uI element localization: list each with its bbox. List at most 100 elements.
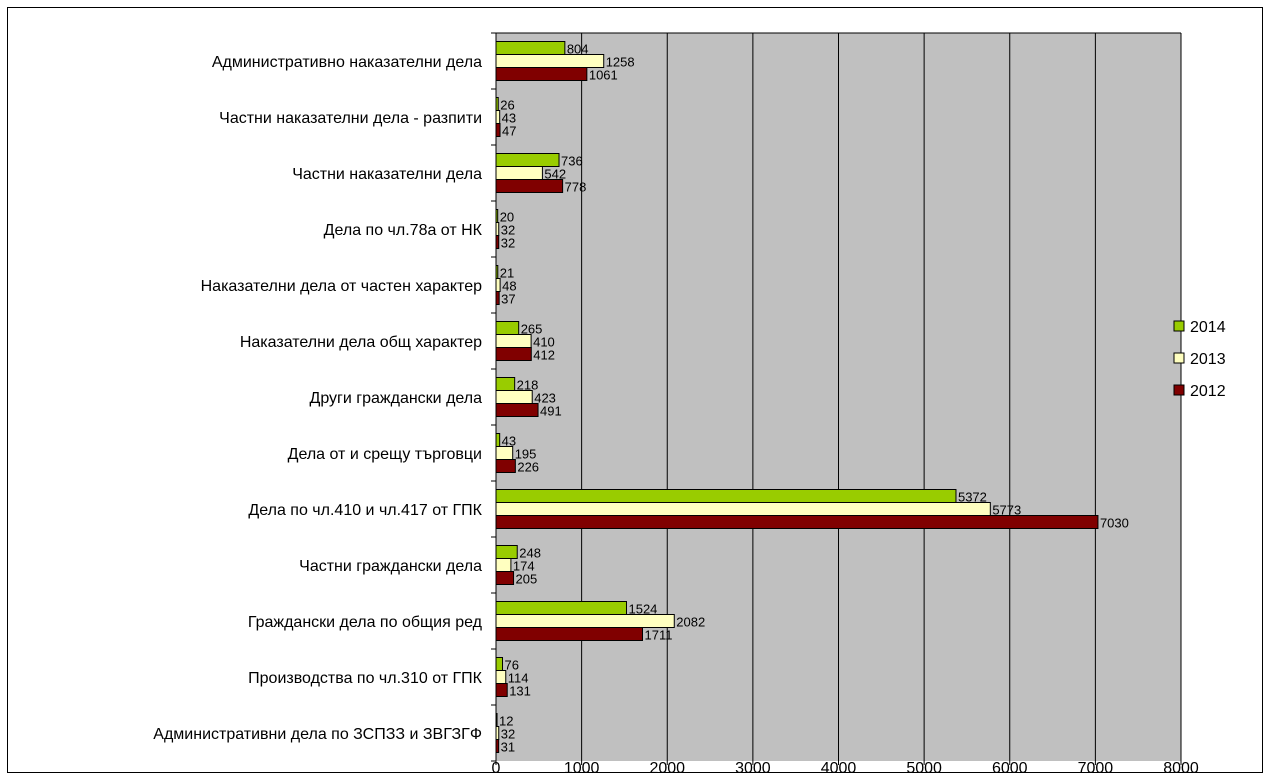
data-label-2012: 47 xyxy=(502,124,516,139)
data-label-2012: 412 xyxy=(533,348,555,363)
data-label-2013: 542 xyxy=(544,167,566,182)
data-label-2014: 248 xyxy=(519,546,541,561)
legend-label-2012: 2012 xyxy=(1190,383,1226,400)
legend-label-2013: 2013 xyxy=(1190,351,1226,368)
data-label-2013: 114 xyxy=(508,671,529,686)
data-label-2013: 48 xyxy=(502,279,516,294)
data-label-2012: 7030 xyxy=(1100,516,1129,531)
x-tick-label: 6000 xyxy=(992,760,1028,775)
bar-2014 xyxy=(495,489,957,503)
x-tick-label: 0 xyxy=(492,760,501,775)
data-label-2012: 131 xyxy=(509,684,531,699)
data-label-2013: 423 xyxy=(534,391,556,406)
bar-2013 xyxy=(495,502,991,516)
bar-2014 xyxy=(495,153,560,167)
bar-2012 xyxy=(495,683,508,697)
data-label-2014: 12 xyxy=(499,714,513,729)
data-label-2013: 410 xyxy=(533,335,555,350)
bar-2012 xyxy=(495,459,516,473)
bar-2013 xyxy=(495,558,512,572)
bar-2014 xyxy=(495,41,566,55)
category-label: Дела по чл.410 и чл.417 от ГПК xyxy=(248,502,482,519)
category-label: Наказателни дела общ характер xyxy=(240,334,482,351)
bar-2012 xyxy=(495,515,1099,529)
data-label-2014: 265 xyxy=(521,322,543,337)
bar-2012 xyxy=(495,571,515,585)
x-tick-label: 1000 xyxy=(564,760,600,775)
bar-2013 xyxy=(495,446,514,460)
bar-2012 xyxy=(495,67,588,81)
bar-2012 xyxy=(495,291,500,305)
legend-swatch-2014 xyxy=(1173,320,1185,332)
bar-2014 xyxy=(495,657,504,671)
data-label-2014: 26 xyxy=(500,98,514,113)
data-label-2013: 32 xyxy=(501,223,515,238)
data-label-2012: 226 xyxy=(517,460,539,475)
bar-2012 xyxy=(495,739,500,753)
data-label-2014: 736 xyxy=(561,154,583,169)
data-label-2014: 43 xyxy=(502,434,516,449)
bar-2013 xyxy=(495,726,500,740)
category-label: Административни дела по ЗСПЗЗ и ЗВГЗГФ xyxy=(153,726,482,743)
data-label-2012: 205 xyxy=(516,572,538,587)
bar-2013 xyxy=(495,390,533,404)
category-label: Частни граждански дела xyxy=(299,558,482,575)
data-label-2014: 804 xyxy=(567,42,589,57)
bar-2014 xyxy=(495,209,499,223)
data-label-2014: 218 xyxy=(517,378,539,393)
data-label-2012: 32 xyxy=(501,236,515,251)
bar-2013 xyxy=(495,278,501,292)
bar-2014 xyxy=(495,377,516,391)
bar-2012 xyxy=(495,123,501,137)
x-tick-label: 4000 xyxy=(821,760,857,775)
category-label: Други граждански дела xyxy=(310,390,483,407)
data-label-2012: 1061 xyxy=(589,68,618,83)
data-label-2013: 174 xyxy=(513,559,535,574)
category-label: Административно наказателни дела xyxy=(212,54,482,71)
bar-2012 xyxy=(495,627,644,641)
category-label: Дела от и срещу търговци xyxy=(288,446,482,463)
data-label-2012: 31 xyxy=(501,740,515,755)
legend-swatch-2012 xyxy=(1173,384,1185,396)
bar-2013 xyxy=(495,222,500,236)
bar-2014 xyxy=(495,433,501,447)
bar-2013 xyxy=(495,334,532,348)
bar-2013 xyxy=(495,110,501,124)
data-label-2012: 1711 xyxy=(645,628,673,643)
legend-swatch-2013 xyxy=(1173,352,1185,364)
category-label: Частни наказателни дела xyxy=(292,166,482,183)
x-tick-label: 7000 xyxy=(1078,760,1114,775)
data-label-2013: 195 xyxy=(515,447,537,462)
bar-2014 xyxy=(495,265,499,279)
bar-2012 xyxy=(495,403,539,417)
bar-2013 xyxy=(495,166,543,180)
bar-2012 xyxy=(495,179,564,193)
data-label-2012: 37 xyxy=(501,292,515,307)
x-tick-label: 3000 xyxy=(735,760,771,775)
category-label: Граждански дела по общия ред xyxy=(248,614,483,631)
data-label-2013: 43 xyxy=(502,111,516,126)
x-tick-label: 5000 xyxy=(906,760,942,775)
bar-2014 xyxy=(495,321,520,335)
data-label-2013: 5773 xyxy=(992,503,1021,518)
data-label-2014: 76 xyxy=(505,658,519,673)
x-tick-label: 8000 xyxy=(1163,760,1199,775)
legend-label-2014: 2014 xyxy=(1190,319,1226,336)
category-label: Дела по чл.78а от НК xyxy=(324,222,483,239)
bar-2014 xyxy=(495,545,518,559)
bar-2012 xyxy=(495,235,500,249)
category-label: Частни наказателни дела - разпити xyxy=(219,110,482,127)
x-tick-label: 2000 xyxy=(649,760,685,775)
bar-2014 xyxy=(495,601,627,615)
bar-2012 xyxy=(495,347,532,361)
bar-2013 xyxy=(495,670,507,684)
data-label-2013: 1258 xyxy=(606,55,635,70)
data-label-2014: 5372 xyxy=(958,490,987,505)
data-label-2013: 32 xyxy=(501,727,515,742)
data-label-2014: 1524 xyxy=(628,602,657,617)
data-label-2014: 21 xyxy=(500,266,514,281)
bar-2014 xyxy=(495,713,498,727)
data-label-2012: 491 xyxy=(540,404,562,419)
category-label: Производства по чл.310 от ГПК xyxy=(248,670,483,687)
